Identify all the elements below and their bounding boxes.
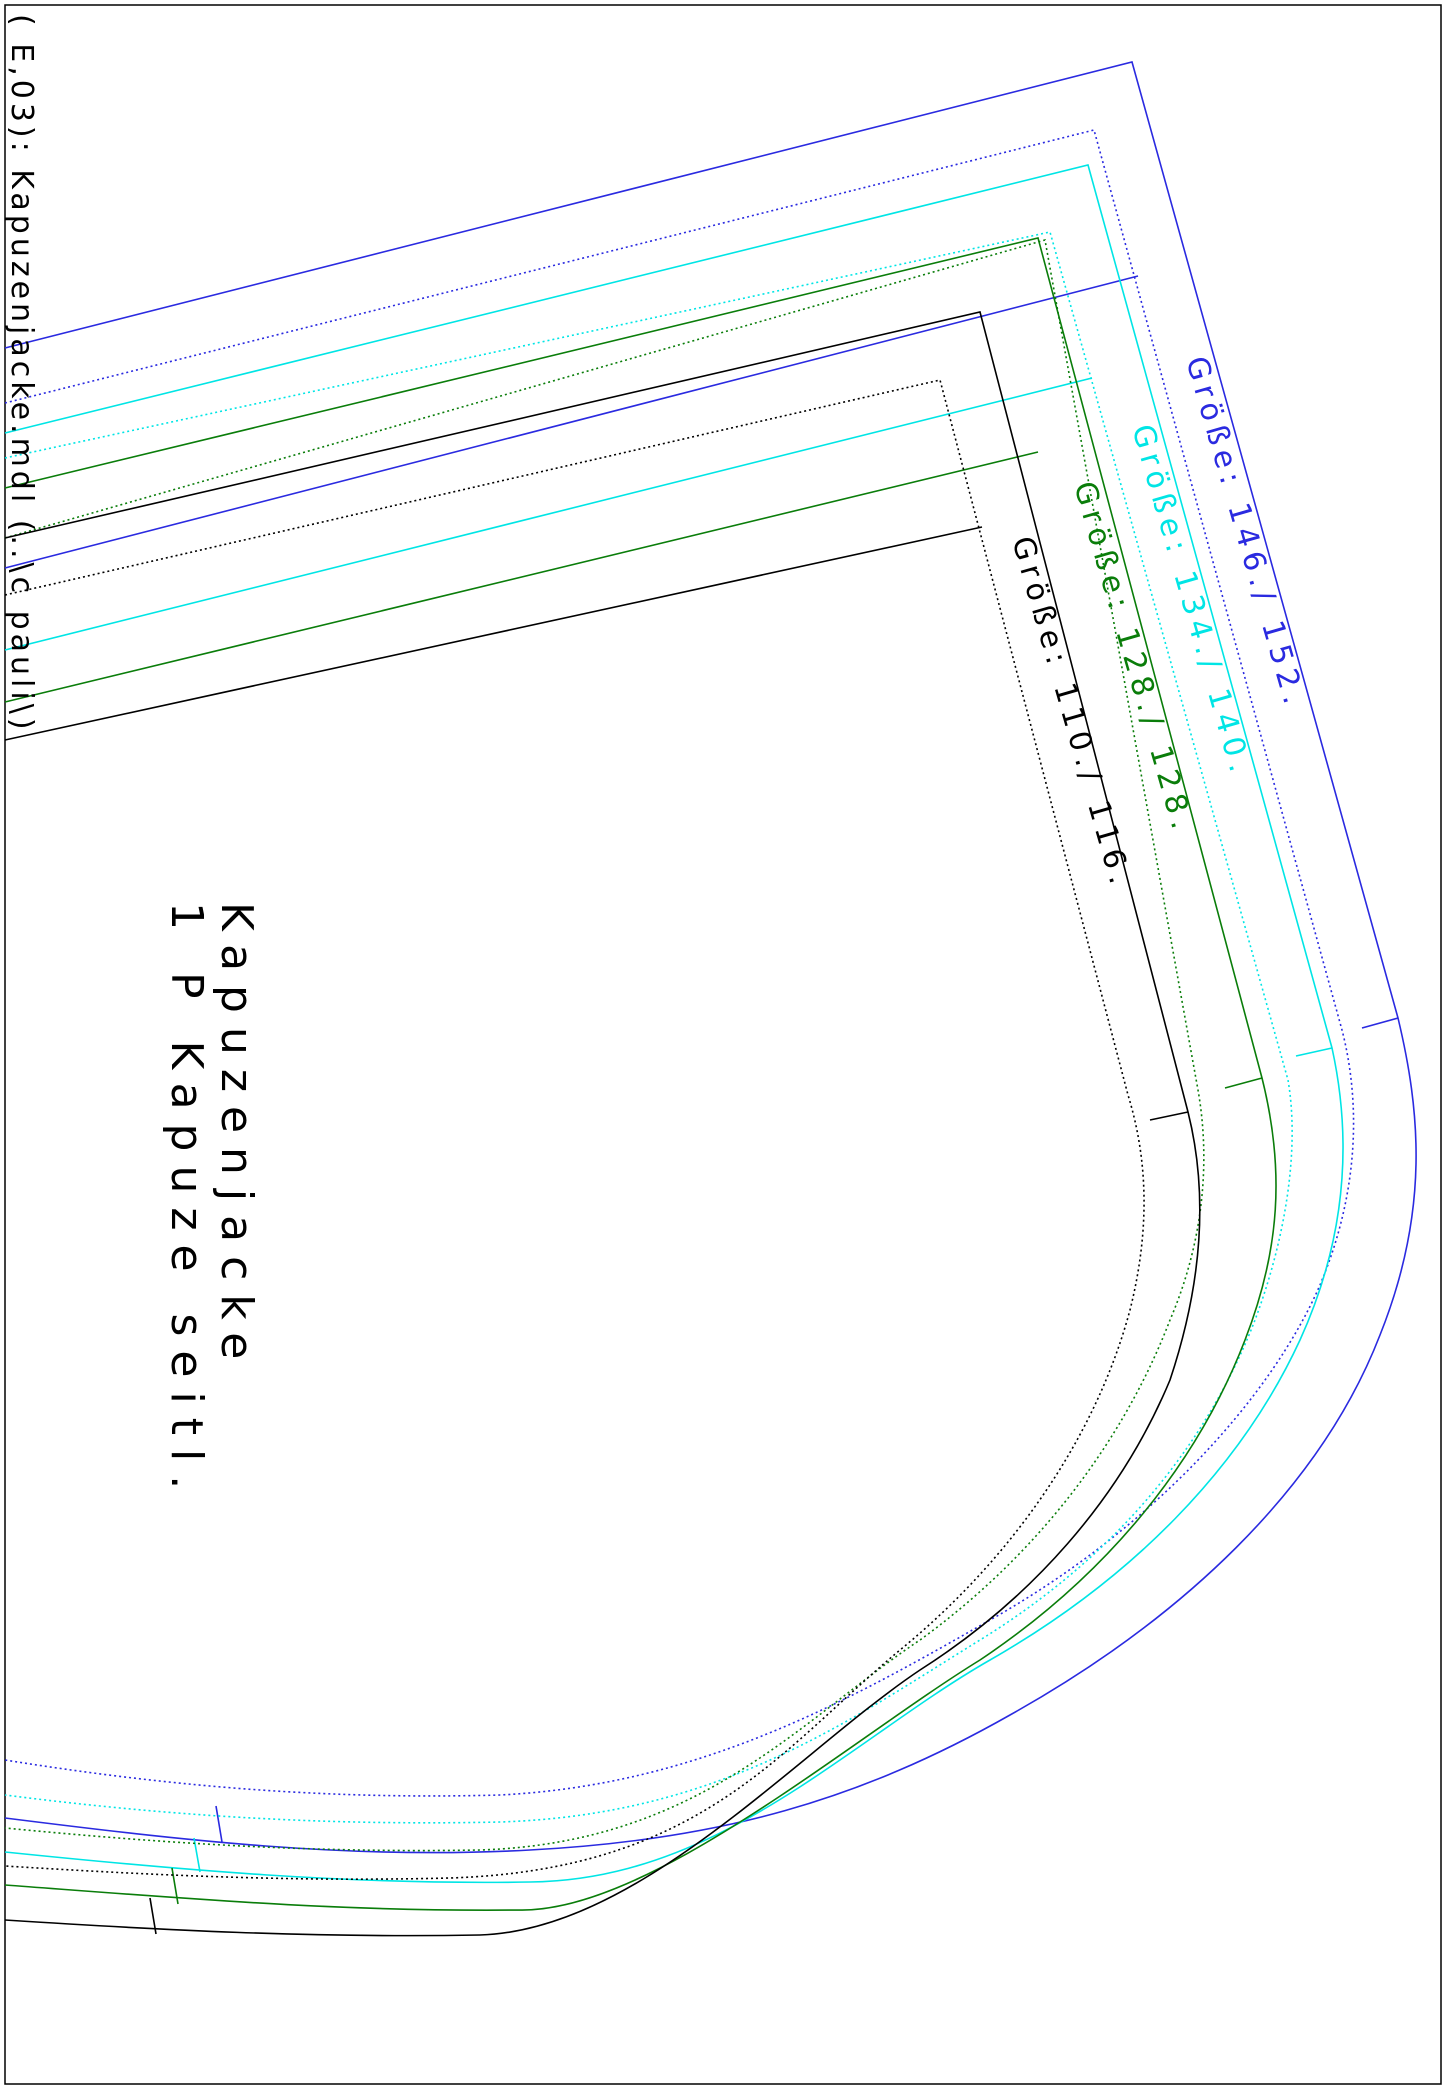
size-146-152-notch bbox=[1361, 1017, 1399, 1029]
size-134-140-dotted-line bbox=[4, 231, 1293, 1824]
size-134-140-outline bbox=[4, 164, 1344, 1884]
file-label: ( E,03): Kapuzenjacke.mdl (..\c pauli\) bbox=[4, 14, 39, 734]
size-134-140-cut-line bbox=[4, 164, 1344, 1884]
size-128-128-notch-bottom bbox=[171, 1867, 179, 1905]
sheet-border bbox=[4, 4, 1442, 2085]
size-110-116-dotted-line bbox=[4, 379, 1145, 1880]
size-128-128-outline bbox=[4, 237, 1277, 1911]
size-128-128-inner-line bbox=[4, 451, 1039, 703]
size-146-152-notch-bottom bbox=[215, 1805, 223, 1843]
piece-title: Kapuzenjacke bbox=[211, 902, 262, 1373]
size-128-128-cut-line bbox=[4, 237, 1277, 1911]
size-134-140-notch bbox=[1295, 1047, 1333, 1057]
size-128-128-notch bbox=[1224, 1077, 1263, 1089]
size-110-116-notch-bottom bbox=[149, 1897, 157, 1935]
piece-subtitle: 1 P Kapuze seitl. bbox=[161, 902, 212, 1503]
size-110-116-cut-line bbox=[4, 311, 1201, 1937]
size-110-116-outline bbox=[4, 311, 1201, 1937]
size-134-140-inner-line bbox=[4, 377, 1093, 651]
size-128-128-dotted-line bbox=[4, 238, 1205, 1852]
size-134-140-notch-bottom bbox=[193, 1837, 201, 1873]
size-110-116-notch bbox=[1149, 1111, 1189, 1121]
size-146-152-inner-line bbox=[4, 275, 1139, 569]
size-146-152-cut-line bbox=[4, 61, 1417, 1854]
size-146-152-outline bbox=[4, 61, 1417, 1854]
size-110-116-inner-line bbox=[4, 526, 983, 741]
